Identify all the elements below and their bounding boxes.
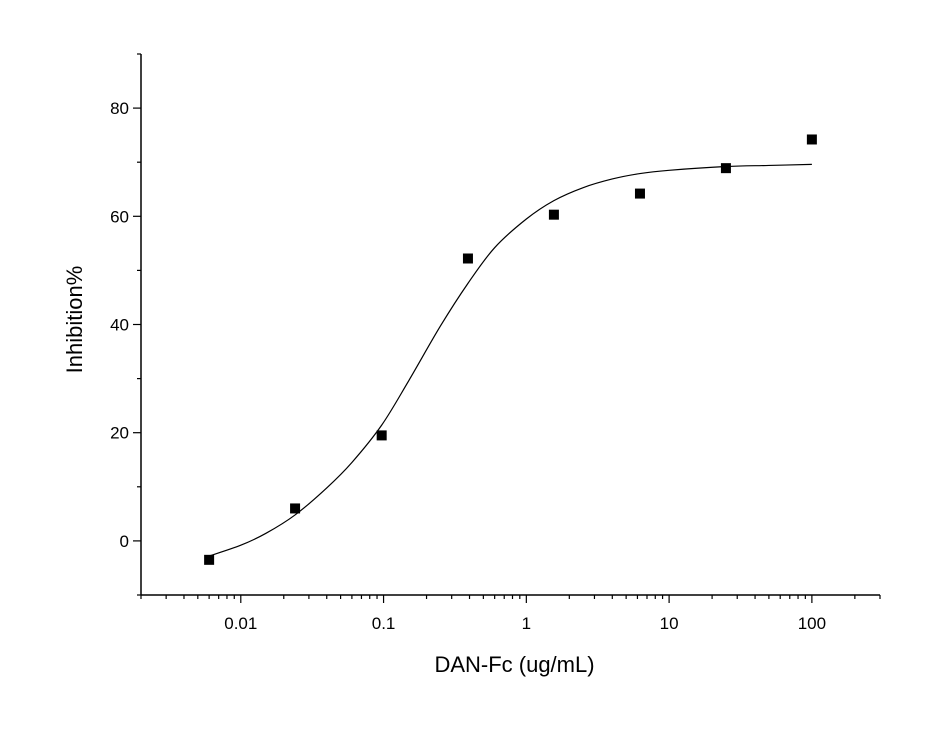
fit-curve-layer xyxy=(208,163,812,557)
data-point xyxy=(204,554,215,565)
y-tick-label: 40 xyxy=(110,316,129,335)
y-tick-label: 60 xyxy=(110,207,129,226)
axes: 0 20 40 60 80 0.01 0.1 1 10 100 xyxy=(110,53,881,633)
x-tick-label: 100 xyxy=(798,614,826,633)
x-tick-label: 10 xyxy=(660,614,679,633)
x-tick-label: 0.1 xyxy=(372,614,396,633)
fit-curve xyxy=(208,163,812,557)
y-tick-label: 20 xyxy=(110,424,129,443)
data-point xyxy=(376,430,387,441)
x-tick-label: 1 xyxy=(522,614,531,633)
y-tick-label: 80 xyxy=(110,99,129,118)
data-point xyxy=(462,253,473,264)
data-point xyxy=(720,163,731,174)
data-point xyxy=(634,188,645,199)
data-point xyxy=(806,134,817,145)
y-tick-label: 0 xyxy=(120,532,129,551)
x-tick-label: 0.01 xyxy=(224,614,257,633)
data-point xyxy=(548,209,559,220)
x-axis-label: DAN-Fc (ug/mL) xyxy=(434,652,594,677)
data-points-layer xyxy=(204,134,817,565)
y-axis-label: Inhibition% xyxy=(62,266,87,374)
data-point xyxy=(290,503,301,514)
